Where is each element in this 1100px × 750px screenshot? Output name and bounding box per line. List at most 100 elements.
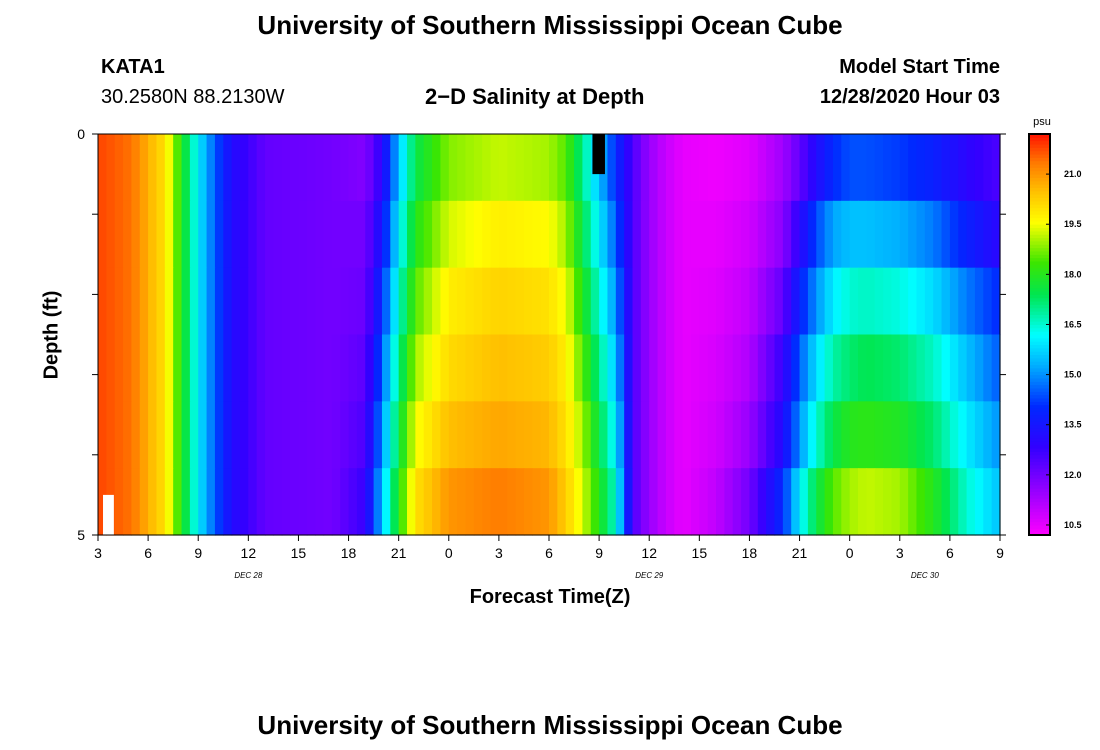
heatmap-cell	[582, 468, 592, 536]
heatmap-cell	[624, 401, 634, 469]
heatmap-cell	[398, 334, 408, 402]
heatmap-cell	[724, 134, 734, 202]
heatmap-cell	[256, 468, 266, 536]
heatmap-cell	[899, 401, 909, 469]
heatmap-cell	[173, 401, 183, 469]
heatmap-cell	[523, 401, 533, 469]
x-tick-label: 6	[545, 545, 553, 561]
colorbar-segment	[1029, 411, 1050, 416]
heatmap-cell	[640, 468, 650, 536]
heatmap-cell	[256, 200, 266, 269]
heatmap-cell	[306, 401, 316, 469]
heatmap-cell	[156, 334, 166, 402]
heatmap-cell	[164, 468, 174, 536]
heatmap-cell	[682, 134, 692, 202]
colorbar-segment	[1029, 334, 1050, 339]
heatmap-cell	[415, 468, 425, 536]
heatmap-cell	[565, 334, 575, 402]
heatmap-cell	[423, 468, 433, 536]
heatmap-cell	[649, 200, 659, 269]
heatmap-cell	[574, 468, 584, 536]
heatmap-cell	[741, 267, 751, 336]
heatmap-cell	[732, 200, 742, 269]
colorbar-segment	[1029, 247, 1050, 252]
colorbar-segment	[1029, 214, 1050, 219]
colorbar-segment	[1029, 331, 1050, 335]
heatmap-cell	[582, 401, 592, 469]
heatmap-cell	[281, 468, 291, 536]
colorbar-segment	[1029, 441, 1050, 446]
heatmap-cell	[323, 200, 333, 269]
heatmap-cell	[674, 334, 684, 402]
colorbar-segment	[1029, 307, 1050, 312]
heatmap-cell	[482, 334, 492, 402]
heatmap-cell	[674, 134, 684, 202]
heatmap-cell	[866, 401, 876, 469]
heatmap-cell	[716, 334, 725, 402]
heatmap-cell	[665, 134, 675, 202]
heatmap-cell	[741, 401, 751, 469]
heatmap-cell	[565, 468, 575, 536]
heatmap-cell	[732, 134, 742, 202]
heatmap-cell	[356, 267, 366, 336]
heatmap-cell	[690, 267, 700, 336]
heatmap-cell	[540, 200, 550, 269]
heatmap-cell	[791, 401, 801, 469]
heatmap-cell	[941, 468, 951, 536]
heatmap-cell	[148, 401, 158, 469]
heatmap-cell	[983, 468, 993, 536]
colorbar-segment	[1029, 404, 1050, 409]
x-tick-label: 0	[846, 545, 854, 561]
heatmap-cell	[557, 200, 567, 269]
heatmap-cell	[916, 401, 926, 469]
heatmap-cell	[716, 401, 725, 469]
colorbar-segment	[1029, 301, 1050, 305]
heatmap-cell	[214, 200, 224, 269]
heatmap-cell	[365, 468, 375, 536]
heatmap-cell	[256, 267, 266, 336]
heatmap-cell	[440, 134, 450, 202]
heatmap-cell	[223, 134, 233, 202]
heatmap-cell	[465, 134, 475, 202]
heatmap-cell	[373, 200, 383, 269]
heatmap-cell	[858, 267, 867, 336]
heatmap-cell	[281, 134, 291, 202]
heatmap-cell	[490, 401, 500, 469]
heatmap-cell	[615, 401, 625, 469]
heatmap-cell	[356, 468, 366, 536]
colorbar-segment	[1029, 524, 1050, 529]
heatmap-cell	[407, 134, 416, 202]
heatmap-cell	[532, 267, 542, 336]
heatmap-cell	[807, 468, 817, 536]
heatmap-cell	[549, 267, 558, 336]
colorbar-segment	[1029, 371, 1050, 376]
heatmap-cell	[265, 134, 274, 202]
heatmap-cell	[265, 401, 274, 469]
heatmap-cell	[407, 468, 416, 536]
heatmap-cell	[574, 134, 584, 202]
colorbar-segment	[1029, 464, 1050, 469]
heatmap-cell	[883, 134, 893, 202]
heatmap-cell	[331, 468, 341, 536]
heatmap-cell	[239, 200, 249, 269]
heatmap-cell	[557, 134, 567, 202]
heatmap-cell	[958, 200, 968, 269]
x-tick-label: 6	[144, 545, 152, 561]
colorbar-segment	[1029, 164, 1050, 168]
heatmap-cell	[707, 134, 717, 202]
heatmap-cell	[390, 401, 400, 469]
colorbar-segment	[1029, 160, 1050, 165]
heatmap-cell	[340, 267, 350, 336]
colorbar-segment	[1029, 528, 1050, 533]
colorbar-segment	[1029, 361, 1050, 366]
heatmap-cell	[557, 267, 567, 336]
heatmap-cell	[966, 267, 976, 336]
heatmap-cell	[231, 334, 241, 402]
heatmap-cell	[448, 468, 458, 536]
date-label: DEC 28	[234, 571, 263, 580]
heatmap-cell	[331, 134, 341, 202]
colorbar-segment	[1029, 424, 1050, 429]
heatmap-cell	[173, 334, 183, 402]
heatmap-cell	[774, 200, 784, 269]
heatmap-cell	[849, 134, 859, 202]
